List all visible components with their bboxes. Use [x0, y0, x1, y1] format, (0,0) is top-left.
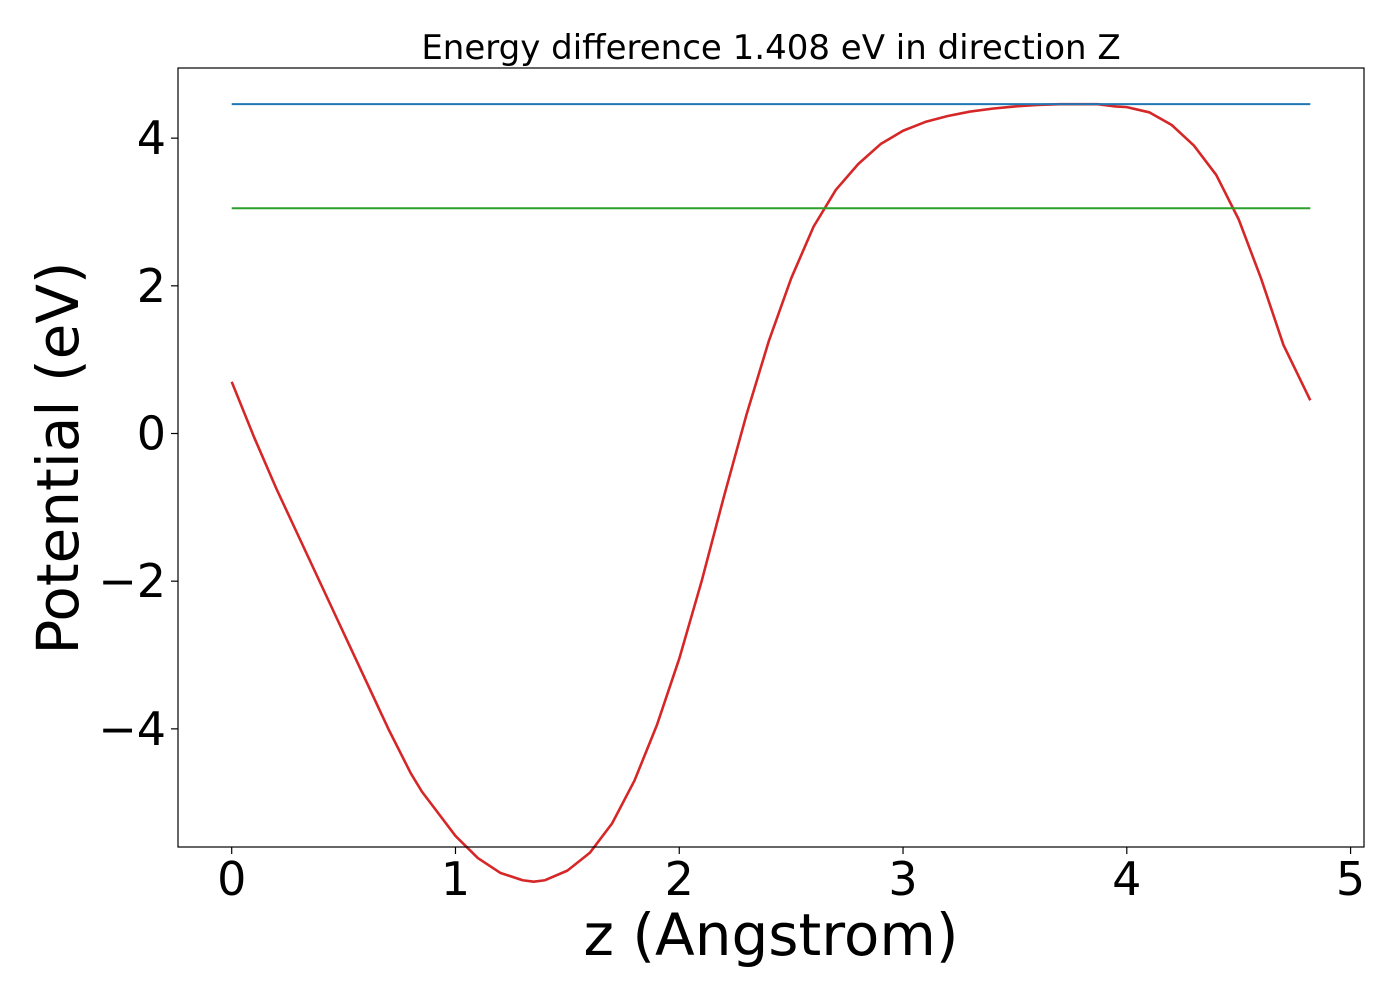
y-tick-label: 0: [137, 407, 166, 461]
y-tick-label: 2: [137, 259, 166, 313]
x-tick-label: 1: [441, 852, 470, 906]
y-tick-label: 4: [137, 111, 166, 165]
chart-title: Energy difference 1.408 eV in direction …: [421, 28, 1120, 68]
y-tick-label: −4: [98, 702, 166, 756]
y-ticks: −4 −2 0 2 4: [98, 111, 178, 756]
series-layer: [230, 102, 1312, 883]
x-tick-label: 5: [1336, 852, 1365, 906]
x-axis-label: z (Angstrom): [584, 901, 959, 969]
series-line-0: [230, 102, 1312, 883]
plot-frame: [177, 67, 1365, 848]
x-ticks: 0 1 2 3 4 5: [217, 847, 1365, 906]
x-tick-label: 0: [217, 852, 246, 906]
x-tick-label: 4: [1112, 852, 1141, 906]
y-tick-label: −2: [98, 554, 166, 608]
x-tick-label: 2: [665, 852, 694, 906]
y-axis-label: Potential (eV): [24, 261, 92, 654]
x-tick-label: 3: [888, 852, 917, 906]
